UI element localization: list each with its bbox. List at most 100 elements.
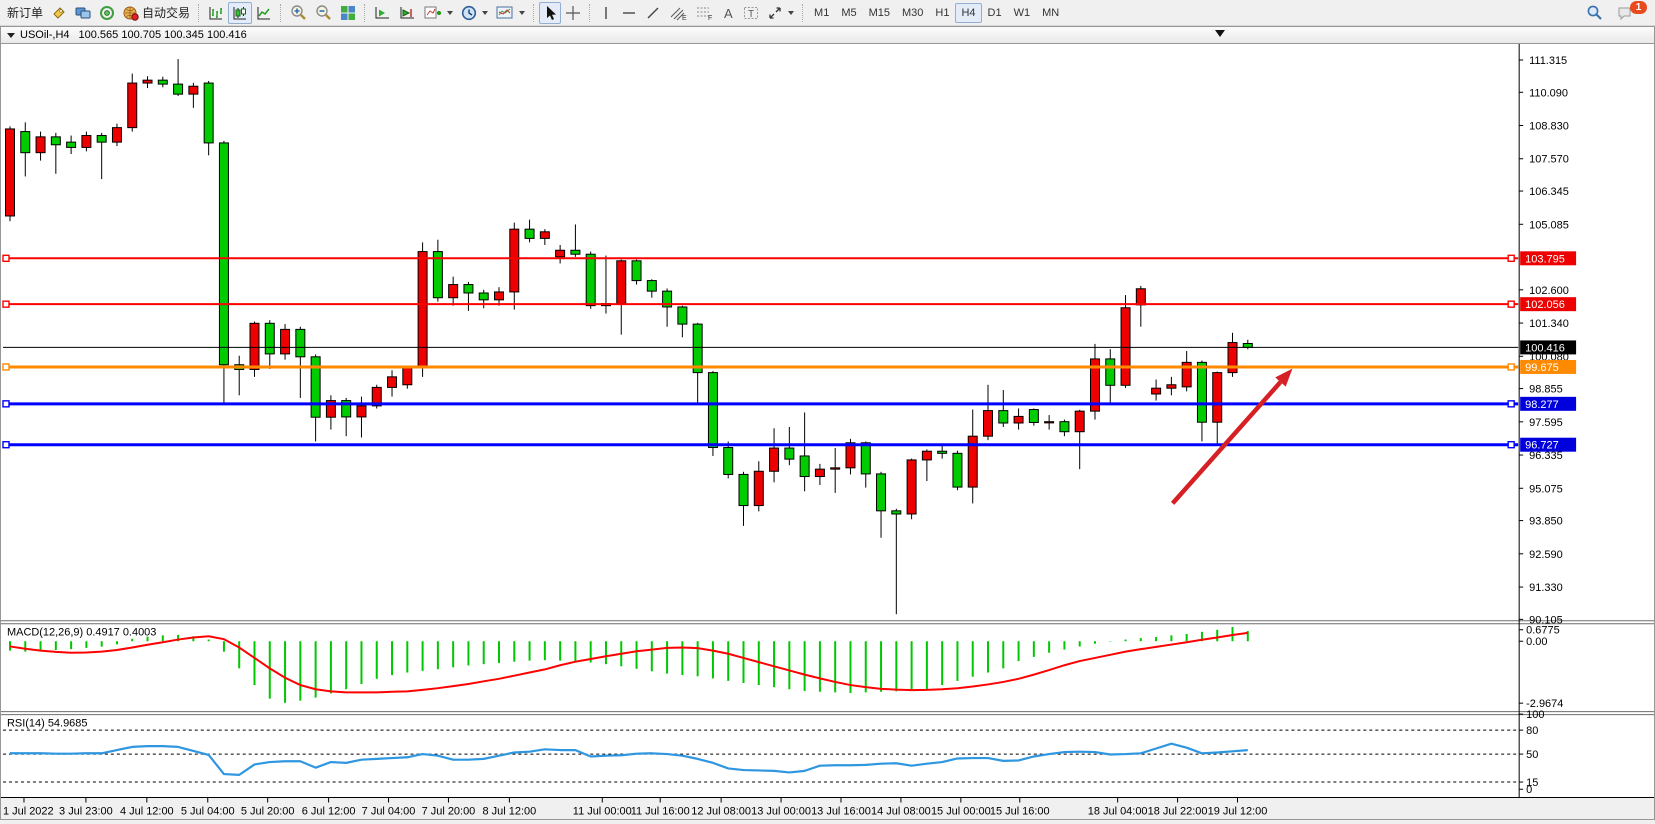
svg-text:19 Jul 12:00: 19 Jul 12:00 — [1208, 806, 1268, 818]
svg-text:99.675: 99.675 — [1525, 362, 1559, 374]
templates-button[interactable] — [492, 2, 529, 24]
svg-text:14 Jul 08:00: 14 Jul 08:00 — [871, 806, 931, 818]
svg-text:7 Jul 04:00: 7 Jul 04:00 — [362, 806, 416, 818]
svg-text:110.090: 110.090 — [1529, 87, 1568, 99]
bar-chart-button[interactable] — [204, 2, 228, 24]
zoom-in-icon — [290, 4, 307, 21]
fibonacci-button[interactable]: F — [691, 2, 717, 24]
cursor-icon — [543, 5, 557, 21]
timeframe-W1[interactable]: W1 — [1013, 6, 1031, 19]
timeframe-H1[interactable]: H1 — [935, 6, 950, 19]
chart-shift-button[interactable] — [395, 2, 420, 24]
svg-text:90.105: 90.105 — [1529, 614, 1563, 626]
timeframe-M30[interactable]: M30 — [902, 6, 924, 19]
crosshair-button[interactable] — [561, 2, 585, 24]
market-watch-button[interactable] — [71, 2, 95, 24]
fibonacci-icon: F — [695, 5, 713, 22]
auto-trading-button[interactable]: 自动交易 — [119, 2, 194, 24]
indicators-add-button[interactable] — [420, 2, 457, 24]
candles — [4, 59, 1253, 615]
tag-button[interactable] — [47, 2, 71, 24]
svg-text:96.727: 96.727 — [1525, 440, 1559, 452]
time-axis[interactable]: 1 Jul 2022 3 Jul 23:00 4 Jul 12:00 5 Jul 04… — [3, 797, 1268, 818]
macd-label: MACD(12,26,9) 0.4917 0.4003 — [7, 627, 156, 639]
svg-text:100.416: 100.416 — [1525, 342, 1565, 354]
svg-text:18 Jul 22:00: 18 Jul 22:00 — [1148, 806, 1208, 818]
arrows-button[interactable] — [763, 2, 798, 24]
horizontal-line-icon — [621, 6, 637, 20]
timeframe-MN[interactable]: MN — [1042, 6, 1060, 19]
timeframe-M1[interactable]: M1 — [814, 6, 830, 19]
chat-button[interactable]: 1 — [1613, 1, 1651, 24]
tag-icon — [51, 5, 67, 21]
timeframe-D1[interactable]: D1 — [987, 6, 1002, 19]
arrows-icon — [767, 5, 783, 21]
horizontal-line-button[interactable] — [617, 2, 641, 24]
tile-windows-button[interactable] — [336, 2, 360, 24]
svg-text:15 Jul 16:00: 15 Jul 16:00 — [990, 806, 1050, 818]
line-chart-icon — [256, 5, 272, 21]
cursor-button[interactable] — [539, 1, 562, 24]
svg-text:-2.9674: -2.9674 — [1526, 698, 1563, 710]
macd-signal-line — [9, 631, 1248, 694]
svg-text:95.075: 95.075 — [1529, 483, 1563, 495]
candlestick-icon — [232, 5, 248, 21]
hline-99.675[interactable] — [2, 363, 1519, 371]
trendline-button[interactable] — [641, 2, 665, 24]
price-badges: 103.795 102.056 100.416 99.675 98.277 96.727 — [1520, 251, 1577, 452]
svg-text:96.335: 96.335 — [1529, 450, 1563, 462]
zoom-out-button[interactable] — [311, 2, 336, 24]
svg-text:105.085: 105.085 — [1529, 219, 1569, 231]
periods-button[interactable] — [457, 2, 492, 24]
hline-102.056[interactable] — [2, 300, 1519, 308]
rsi-label: RSI(14) 54.9685 — [7, 718, 88, 730]
indicators-add-icon — [424, 5, 442, 21]
hline-96.727[interactable] — [2, 441, 1519, 449]
crosshair-icon — [565, 5, 581, 21]
new-order-button[interactable]: 新订单 — [3, 2, 47, 24]
svg-text:0.6775: 0.6775 — [1526, 625, 1560, 637]
navigator-button[interactable] — [95, 2, 119, 24]
svg-text:T: T — [748, 9, 754, 20]
separator — [364, 3, 366, 22]
svg-text:7 Jul 20:00: 7 Jul 20:00 — [422, 806, 476, 818]
timeframe-M5[interactable]: M5 — [841, 6, 857, 19]
svg-text:15 Jul 00:00: 15 Jul 00:00 — [931, 806, 991, 818]
chevron-down-icon — [482, 10, 489, 15]
hline-103.795[interactable] — [2, 254, 1519, 262]
svg-text:11 Jul 00:00: 11 Jul 00:00 — [573, 806, 632, 818]
ohlc-quote-label: 100.565 100.705 100.345 100.416 — [78, 29, 247, 41]
trend-arrow[interactable] — [1170, 368, 1293, 505]
bar-chart-icon — [208, 5, 224, 21]
chart-shift-icon — [399, 5, 416, 21]
chevron-down-icon — [788, 10, 795, 15]
vertical-line-button[interactable] — [595, 2, 617, 24]
market-watch-icon — [75, 5, 91, 21]
zoom-in-button[interactable] — [286, 2, 311, 24]
separator — [589, 3, 591, 22]
vertical-line-icon — [600, 5, 612, 21]
svg-text:A: A — [724, 6, 733, 21]
svg-text:101.340: 101.340 — [1529, 318, 1569, 330]
separator — [198, 3, 200, 22]
svg-text:103.795: 103.795 — [1525, 253, 1565, 265]
svg-text:1 Jul 2022: 1 Jul 2022 — [3, 806, 54, 818]
text-button[interactable]: A — [717, 2, 739, 24]
svg-text:E: E — [682, 15, 687, 21]
collapse-icon[interactable] — [7, 32, 15, 38]
line-chart-button[interactable] — [252, 2, 276, 24]
price-scale[interactable]: 111.315 110.090 108.830 107.570 106.345 105.0… — [1519, 55, 1569, 626]
channel-button[interactable]: E — [665, 2, 691, 24]
candlestick-chart-button[interactable] — [228, 1, 253, 24]
text-label-button[interactable]: T — [739, 2, 763, 24]
timeframe-M15[interactable]: M15 — [868, 6, 890, 19]
search-button[interactable] — [1582, 2, 1607, 24]
auto-scroll-button[interactable] — [370, 2, 395, 24]
trendline-icon — [645, 5, 661, 21]
svg-text:102.056: 102.056 — [1525, 299, 1565, 311]
tile-windows-icon — [340, 5, 356, 21]
timeframe-H4[interactable]: H4 — [955, 2, 982, 23]
separator — [533, 3, 535, 22]
hline-98.277[interactable] — [2, 400, 1519, 408]
chart-shift-marker-icon[interactable] — [1215, 30, 1225, 37]
